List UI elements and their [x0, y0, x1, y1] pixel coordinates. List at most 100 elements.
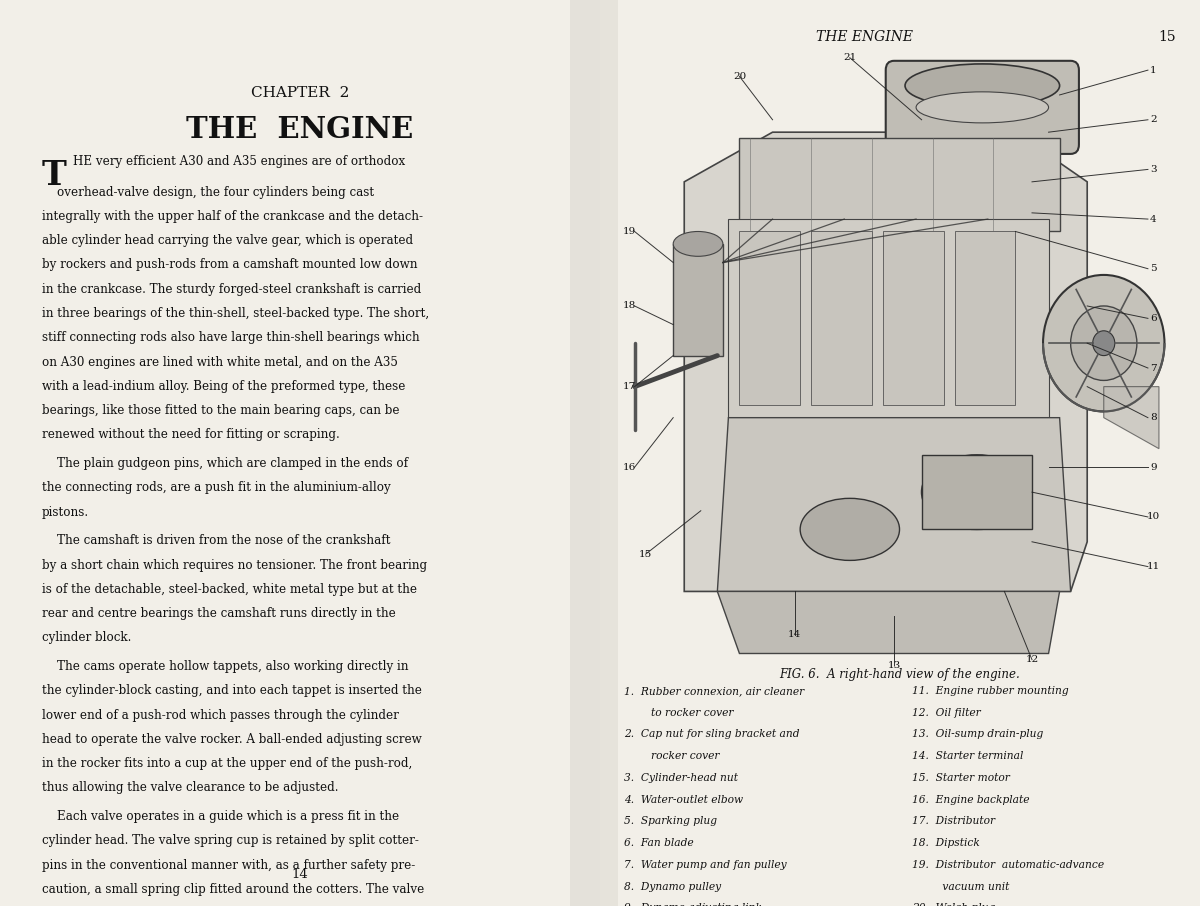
Text: pistons.: pistons. [42, 506, 89, 518]
Text: overhead-valve design, the four cylinders being cast: overhead-valve design, the four cylinder… [42, 186, 374, 198]
Text: lower end of a push-rod which passes through the cylinder: lower end of a push-rod which passes thr… [42, 708, 398, 721]
Text: HE very efficient A30 and A35 engines are of orthodox: HE very efficient A30 and A35 engines ar… [73, 155, 406, 168]
Text: 5.  Sparking plug: 5. Sparking plug [624, 816, 718, 826]
Text: thus allowing the valve clearance to be adjusted.: thus allowing the valve clearance to be … [42, 781, 338, 795]
Text: to rocker cover: to rocker cover [624, 708, 733, 718]
Polygon shape [718, 418, 1070, 592]
Text: rear and centre bearings the camshaft runs directly in the: rear and centre bearings the camshaft ru… [42, 607, 396, 620]
Bar [739, 139, 1060, 231]
Text: 8: 8 [1150, 413, 1157, 422]
Polygon shape [718, 592, 1060, 653]
Bar [728, 219, 1049, 418]
Text: 12.  Oil filter: 12. Oil filter [912, 708, 980, 718]
Text: 15.  Starter motor: 15. Starter motor [912, 773, 1010, 783]
Text: 20.  Welch plug: 20. Welch plug [912, 903, 995, 906]
Text: in the crankcase. The sturdy forged-steel crankshaft is carried: in the crankcase. The sturdy forged-stee… [42, 283, 421, 295]
Ellipse shape [1070, 306, 1136, 381]
Text: cylinder block.: cylinder block. [42, 631, 131, 644]
Text: on A30 engines are lined with white metal, and on the A35: on A30 engines are lined with white meta… [42, 355, 398, 369]
Text: 9.  Dynamo adjusting link: 9. Dynamo adjusting link [624, 903, 762, 906]
Text: 4.  Water-outlet elbow: 4. Water-outlet elbow [624, 795, 743, 805]
Bar [673, 244, 722, 355]
Text: 10: 10 [1147, 513, 1160, 522]
Bar [570, 0, 600, 906]
Text: integrally with the upper half of the crankcase and the detach-: integrally with the upper half of the cr… [42, 210, 424, 223]
Text: The plain gudgeon pins, which are clamped in the ends of: The plain gudgeon pins, which are clampe… [42, 457, 408, 470]
Text: renewed without the need for fitting or scraping.: renewed without the need for fitting or … [42, 429, 340, 441]
Text: 11: 11 [1147, 562, 1160, 571]
Ellipse shape [1043, 275, 1164, 411]
Text: 3.  Cylinder-head nut: 3. Cylinder-head nut [624, 773, 738, 783]
Text: 2.  Cap nut for sling bracket and: 2. Cap nut for sling bracket and [624, 729, 799, 739]
Text: in three bearings of the thin-shell, steel-backed type. The short,: in three bearings of the thin-shell, ste… [42, 307, 430, 320]
Text: head to operate the valve rocker. A ball-ended adjusting screw: head to operate the valve rocker. A ball… [42, 733, 421, 746]
Text: 8.  Dynamo pulley: 8. Dynamo pulley [624, 882, 721, 892]
Ellipse shape [800, 498, 900, 561]
Text: the connecting rods, are a push fit in the aluminium-alloy: the connecting rods, are a push fit in t… [42, 481, 391, 495]
Ellipse shape [922, 455, 1032, 529]
Text: 4: 4 [1150, 215, 1157, 224]
Text: The cams operate hollow tappets, also working directly in: The cams operate hollow tappets, also wo… [42, 660, 408, 673]
Text: is of the detachable, steel-backed, white metal type but at the: is of the detachable, steel-backed, whit… [42, 583, 418, 596]
Text: 13.  Oil-sump drain-plug: 13. Oil-sump drain-plug [912, 729, 1043, 739]
Text: CHAPTER  2: CHAPTER 2 [251, 86, 349, 100]
Text: 15: 15 [1158, 30, 1176, 43]
Text: 1: 1 [1150, 65, 1157, 74]
Text: 17.  Distributor: 17. Distributor [912, 816, 995, 826]
Bar [600, 0, 618, 906]
Ellipse shape [1093, 331, 1115, 355]
Text: cylinder head. The valve spring cup is retained by split cotter-: cylinder head. The valve spring cup is r… [42, 834, 419, 847]
Text: 7: 7 [1150, 363, 1157, 372]
Text: T: T [42, 159, 67, 192]
Ellipse shape [916, 92, 1049, 123]
Text: in the rocker fits into a cup at the upper end of the push-rod,: in the rocker fits into a cup at the upp… [42, 757, 413, 770]
Text: stiff connecting rods also have large thin-shell bearings which: stiff connecting rods also have large th… [42, 332, 420, 344]
Text: 14: 14 [788, 631, 802, 640]
Text: with a lead-indium alloy. Being of the preformed type, these: with a lead-indium alloy. Being of the p… [42, 380, 406, 393]
Text: 14: 14 [292, 868, 308, 881]
Text: 12: 12 [1025, 655, 1039, 664]
Bar [883, 231, 943, 405]
Text: 18: 18 [623, 302, 636, 311]
Text: by a short chain which requires no tensioner. The front bearing: by a short chain which requires no tensi… [42, 558, 427, 572]
Text: 7.  Water pump and fan pulley: 7. Water pump and fan pulley [624, 860, 787, 870]
Text: 6.  Fan blade: 6. Fan blade [624, 838, 694, 848]
Bar [922, 455, 1032, 529]
Text: able cylinder head carrying the valve gear, which is operated: able cylinder head carrying the valve ge… [42, 234, 413, 247]
Text: 17: 17 [623, 382, 636, 391]
Text: bearings, like those fitted to the main bearing caps, can be: bearings, like those fitted to the main … [42, 404, 400, 417]
Text: 18.  Dipstick: 18. Dipstick [912, 838, 980, 848]
Ellipse shape [905, 64, 1060, 107]
Text: 21: 21 [844, 53, 857, 63]
Text: FIG. 6.  A right-hand view of the engine.: FIG. 6. A right-hand view of the engine. [780, 668, 1020, 680]
Text: 19: 19 [623, 227, 636, 236]
Text: 2: 2 [1150, 115, 1157, 124]
Text: pins in the conventional manner with, as a further safety pre-: pins in the conventional manner with, as… [42, 859, 415, 872]
Text: THE ENGINE: THE ENGINE [816, 30, 912, 43]
Text: 13: 13 [887, 661, 901, 670]
Text: 15: 15 [638, 550, 653, 559]
Text: 19.  Distributor  automatic-advance: 19. Distributor automatic-advance [912, 860, 1104, 870]
Ellipse shape [673, 231, 722, 256]
Text: 1.  Rubber connexion, air cleaner: 1. Rubber connexion, air cleaner [624, 686, 804, 696]
Text: 16.  Engine backplate: 16. Engine backplate [912, 795, 1030, 805]
Text: The camshaft is driven from the nose of the crankshaft: The camshaft is driven from the nose of … [42, 535, 390, 547]
Polygon shape [1104, 387, 1159, 448]
Text: THE  ENGINE: THE ENGINE [186, 115, 414, 144]
Text: Each valve operates in a guide which is a press fit in the: Each valve operates in a guide which is … [42, 810, 400, 823]
Text: 6: 6 [1150, 313, 1157, 323]
Bar [739, 231, 800, 405]
Text: vacuum unit: vacuum unit [912, 882, 1009, 892]
FancyBboxPatch shape [886, 61, 1079, 154]
Bar [811, 231, 872, 405]
Text: rocker cover: rocker cover [624, 751, 720, 761]
Text: caution, a small spring clip fitted around the cotters. The valve: caution, a small spring clip fitted arou… [42, 882, 425, 896]
Text: 11.  Engine rubber mounting: 11. Engine rubber mounting [912, 686, 1069, 696]
Text: 5: 5 [1150, 265, 1157, 274]
Text: by rockers and push-rods from a camshaft mounted low down: by rockers and push-rods from a camshaft… [42, 258, 418, 272]
Text: 9: 9 [1150, 463, 1157, 472]
Bar [955, 231, 1015, 405]
Text: the cylinder-block casting, and into each tappet is inserted the: the cylinder-block casting, and into eac… [42, 684, 422, 698]
Text: 14.  Starter terminal: 14. Starter terminal [912, 751, 1024, 761]
Text: 3: 3 [1150, 165, 1157, 174]
